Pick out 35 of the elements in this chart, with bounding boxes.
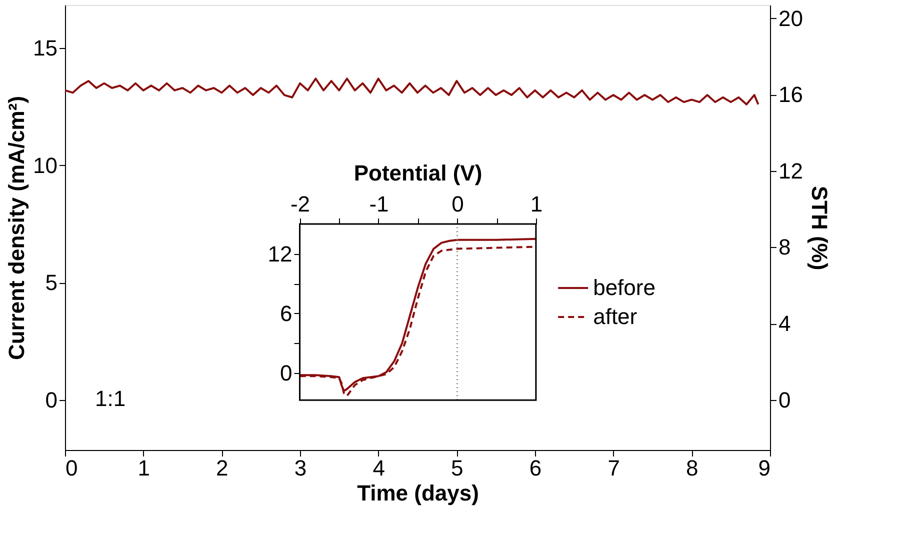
x-axis-title: Time (days) [357,480,479,506]
y-tick-label: 0 [45,387,58,412]
x-tick-label: 8 [686,456,698,480]
x-tick-label: 3 [294,456,307,480]
legend-label: before [593,275,656,300]
x-tick-label: 2 [216,456,228,480]
y-tick-label: 6 [280,300,292,326]
x-tick-label: 0 [66,456,78,480]
x-axis-title: Potential (V) [354,160,482,186]
y-tick-label: 10 [33,152,58,178]
y2-tick-label: 8 [778,234,791,260]
line-series [64,78,760,106]
y2-tick-label: 0 [778,387,791,412]
y2-axis-title: STH (%) [806,186,832,270]
y2-tick-label: 20 [778,6,803,31]
y2-tick-label: 12 [778,158,803,184]
y-tick-label: 0 [280,360,292,386]
x-tick-label: 9 [758,456,770,480]
x-tick-label: 6 [529,456,542,480]
x-tick-label: -2 [290,191,310,216]
y-tick-label: 12 [268,241,292,266]
y2-tick-label: 4 [778,311,791,336]
x-tick-label: 1 [530,191,543,216]
y-tick-label: 5 [45,270,58,296]
x-tick-label: 5 [451,456,464,480]
annotation: 1:1 [95,386,126,411]
y-axis-title: Current density (mA/cm²) [4,96,30,360]
x-tick-label: -1 [369,191,389,216]
y2-tick-label: 16 [778,82,803,108]
x-tick-label: 4 [372,456,385,480]
x-tick-label: 1 [138,456,150,480]
legend-label: after [593,304,638,329]
x-tick-label: 0 [452,191,464,216]
y-tick-label: 15 [33,36,58,61]
x-tick-label: 7 [608,456,620,480]
